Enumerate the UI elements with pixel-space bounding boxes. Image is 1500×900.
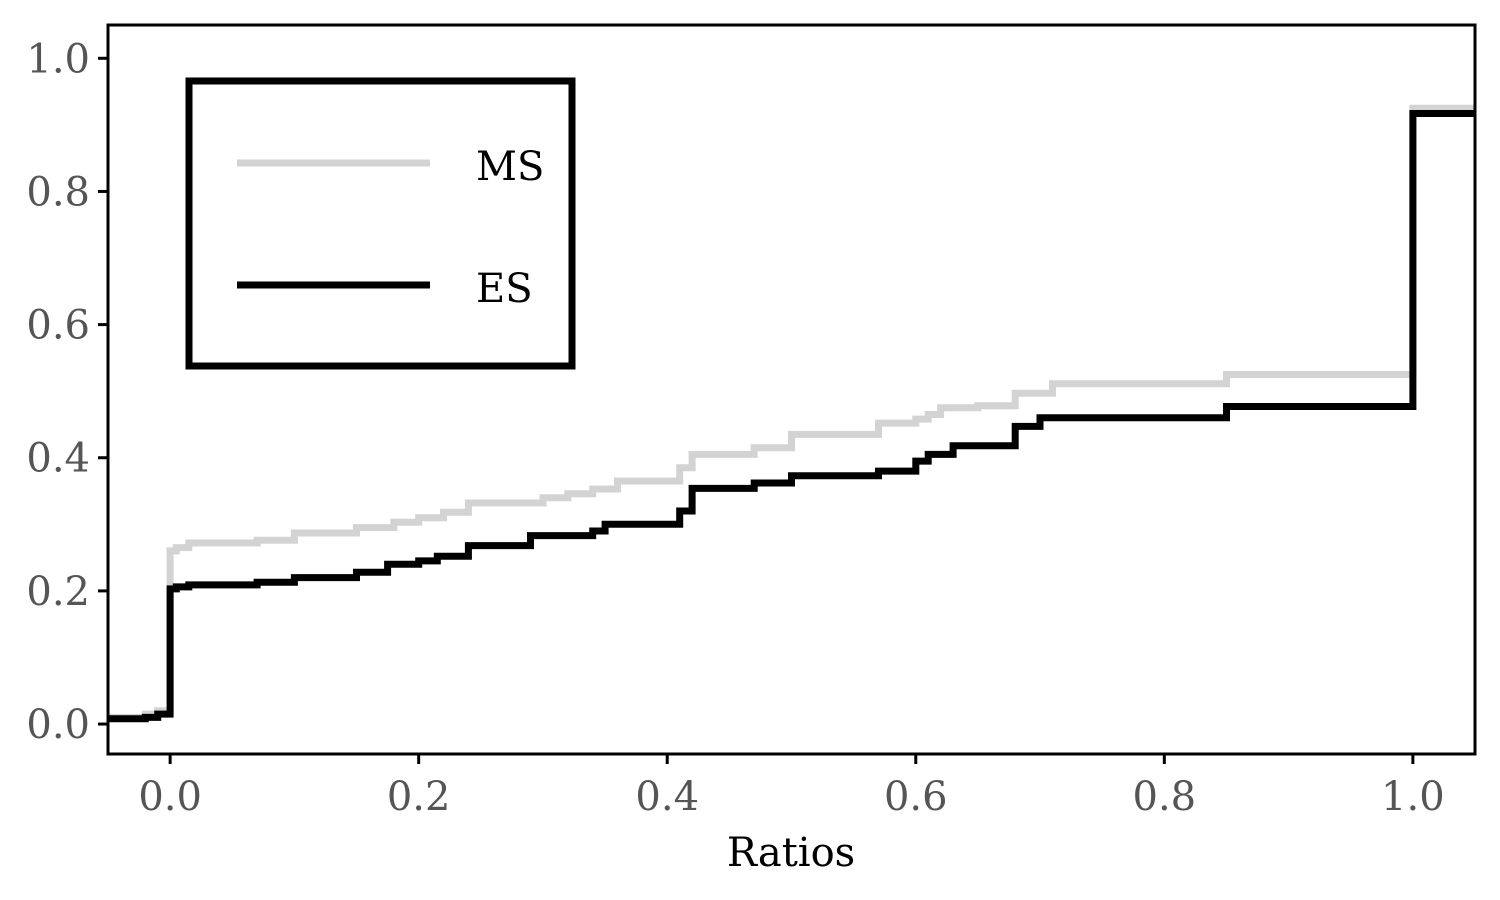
legend-label-es: ES [476,266,533,312]
y-tick-label: 0.4 [26,436,90,482]
legend: MS ES [185,77,576,370]
x-tick-label: 0.4 [635,774,699,820]
y-tick-label: 0.0 [26,702,90,748]
y-tick-label: 1.0 [26,36,90,82]
x-tick-label: 0.2 [387,774,451,820]
x-tick-label: 0.0 [138,774,202,820]
x-tick-label: 0.6 [884,774,948,820]
plot-frame [106,23,1477,756]
y-axis: 0.0 0.2 0.4 0.6 0.8 1.0 [26,36,108,748]
legend-label-ms: MS [476,144,544,190]
x-tick-label: 0.8 [1133,774,1197,820]
x-axis: 0.0 0.2 0.4 0.6 0.8 1.0 [138,754,1445,820]
x-axis-title: Ratios [727,830,855,876]
series-layer [108,104,1475,723]
y-tick-label: 0.2 [26,569,90,615]
y-tick-label: 0.6 [26,303,90,349]
series-line-es [108,110,1475,723]
legend-box [185,77,576,370]
x-tick-label: 1.0 [1381,774,1445,820]
y-tick-label: 0.8 [26,169,90,215]
series-line-ms [108,104,1475,721]
